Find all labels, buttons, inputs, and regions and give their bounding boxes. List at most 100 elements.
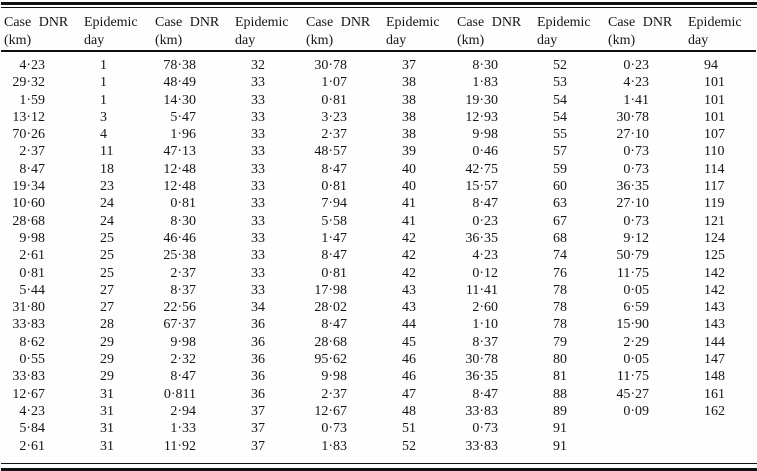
cell-epidemic-day: 25 — [100, 230, 114, 246]
cell-case-dnr: 8·30 — [170, 213, 196, 229]
cell-case-dnr: 50·79 — [616, 248, 649, 264]
cell-case-dnr: 27·10 — [616, 196, 649, 212]
cell-case-dnr: 36·35 — [465, 230, 498, 246]
cell-epidemic-day: 119 — [704, 196, 725, 212]
cell-epidemic-day: 24 — [100, 213, 114, 229]
cell-case-dnr: 5·84 — [19, 421, 45, 437]
cell-epidemic-day: 54 — [553, 109, 567, 125]
cell-epidemic-day: 91 — [553, 438, 567, 454]
cell-epidemic-day: 51 — [402, 421, 416, 437]
cell-epidemic-day: 59 — [553, 161, 567, 177]
cell-case-dnr: 2·29 — [623, 334, 649, 350]
cell-case-dnr: 31·80 — [12, 300, 45, 316]
cell-case-dnr: 7·94 — [321, 196, 347, 212]
cell-case-dnr: 1·59 — [19, 92, 45, 108]
cell-case-dnr: 5·47 — [170, 109, 196, 125]
cell-case-dnr: 12·67 — [314, 403, 347, 419]
cell-epidemic-day: 18 — [100, 161, 114, 177]
header-case-dnr-line1: Case DNR — [608, 15, 673, 30]
cell-epidemic-day: 89 — [553, 403, 567, 419]
cell-epidemic-day: 101 — [704, 92, 725, 108]
cell-epidemic-day: 36 — [251, 334, 265, 350]
cell-case-dnr: 1·83 — [321, 438, 347, 454]
header-case-dnr: Case DNR (km) — [303, 8, 383, 52]
cell-epidemic-day: 3 — [100, 109, 107, 125]
cell-epidemic-day: 114 — [704, 161, 725, 177]
cell-epidemic-day: 125 — [704, 248, 725, 264]
cell-epidemic-day: 41 — [402, 196, 416, 212]
cell-epidemic-day: 37 — [251, 438, 265, 454]
cell-epidemic-day: 33 — [251, 75, 265, 91]
header-case-dnr-line2: (km) — [155, 33, 183, 48]
table-row: 8·62 29 9·98 36 28·68 45 8·37 79 2·29 144 — [1, 334, 756, 351]
cell-case-dnr: 2·32 — [170, 352, 196, 368]
cell-case-dnr: 9·98 — [19, 230, 45, 246]
cell-case-dnr: 1·83 — [472, 75, 498, 91]
cell-case-dnr: 17·98 — [314, 282, 347, 298]
table-row: 33·83 28 67·37 36 8·47 44 1·10 78 15·90 143 — [1, 316, 756, 333]
header-epidemic-line1: Epidemic — [386, 15, 440, 30]
cell-case-dnr: 0·73 — [321, 421, 347, 437]
cell-epidemic-day: 33 — [251, 92, 265, 108]
cell-epidemic-day: 25 — [100, 248, 114, 264]
cell-epidemic-day: 24 — [100, 196, 114, 212]
cell-case-dnr: 78·38 — [163, 58, 196, 73]
table-row: 5·84 31 1·33 37 0·73 51 0·73 91 — [1, 420, 756, 437]
cell-case-dnr: 10·60 — [12, 196, 45, 212]
cell-case-dnr: 13·12 — [12, 109, 45, 125]
cell-epidemic-day: 74 — [553, 248, 567, 264]
header-epidemic-line1: Epidemic — [688, 15, 742, 30]
cell-epidemic-day: 55 — [553, 127, 567, 143]
cell-case-dnr: 48·57 — [314, 144, 347, 160]
header-epidemic-line2: day — [235, 33, 256, 48]
header-case-dnr-line1: Case DNR — [457, 15, 522, 30]
cell-case-dnr: 28·68 — [12, 213, 45, 229]
cell-case-dnr: 9·12 — [623, 230, 649, 246]
cell-epidemic-day: 101 — [704, 109, 725, 125]
header-epidemic-line1: Epidemic — [235, 15, 289, 30]
cell-epidemic-day: 148 — [704, 369, 725, 385]
header-epidemic-day: Epidemic day — [81, 8, 152, 52]
table-row: 1·59 1 14·30 33 0·81 38 19·30 54 1·41 101 — [1, 92, 756, 109]
cell-case-dnr: 46·46 — [163, 230, 196, 246]
cell-epidemic-day: 161 — [704, 386, 725, 402]
cell-case-dnr: 2·37 — [321, 127, 347, 143]
cell-case-dnr: 42·75 — [465, 161, 498, 177]
cell-epidemic-day: 38 — [402, 127, 416, 143]
cell-case-dnr: 30·78 — [616, 109, 649, 125]
cell-epidemic-day: 46 — [402, 352, 416, 368]
cell-case-dnr: 0·811 — [163, 386, 196, 402]
cell-epidemic-day: 43 — [402, 282, 416, 298]
cell-case-dnr: 0·23 — [623, 58, 649, 73]
table-row: 4·23 31 2·94 37 12·67 48 33·83 89 0·09 162 — [1, 403, 756, 420]
cell-epidemic-day: 44 — [402, 317, 416, 333]
cell-case-dnr: 1·47 — [321, 230, 347, 246]
cell-epidemic-day: 45 — [402, 334, 416, 350]
cell-epidemic-day: 33 — [251, 196, 265, 212]
cell-case-dnr: 36·35 — [465, 369, 498, 385]
header-epidemic-line2: day — [386, 33, 407, 48]
header-epidemic-line2: day — [537, 33, 558, 48]
cell-epidemic-day: 42 — [402, 248, 416, 264]
cell-epidemic-day: 33 — [251, 282, 265, 298]
cell-case-dnr: 29·32 — [12, 75, 45, 91]
header-case-dnr-line2: (km) — [457, 33, 485, 48]
cell-case-dnr: 11·75 — [616, 265, 649, 281]
cell-case-dnr: 19·30 — [465, 92, 498, 108]
cell-case-dnr: 48·49 — [163, 75, 196, 91]
cell-epidemic-day: 31 — [100, 421, 114, 437]
cell-case-dnr: 9·98 — [321, 369, 347, 385]
cell-epidemic-day: 121 — [704, 213, 725, 229]
cell-epidemic-day: 42 — [402, 230, 416, 246]
cell-case-dnr: 2·61 — [19, 248, 45, 264]
cell-epidemic-day: 33 — [251, 248, 265, 264]
cell-epidemic-day: 63 — [553, 196, 567, 212]
header-epidemic-line2: day — [84, 33, 105, 48]
cell-case-dnr: 25·38 — [163, 248, 196, 264]
header-epidemic-day: Epidemic day — [534, 8, 605, 52]
cell-epidemic-day: 110 — [704, 144, 725, 160]
cell-epidemic-day: 1 — [100, 58, 107, 73]
cell-epidemic-day: 143 — [704, 300, 725, 316]
cell-epidemic-day: 107 — [704, 127, 725, 143]
cell-epidemic-day: 41 — [402, 213, 416, 229]
